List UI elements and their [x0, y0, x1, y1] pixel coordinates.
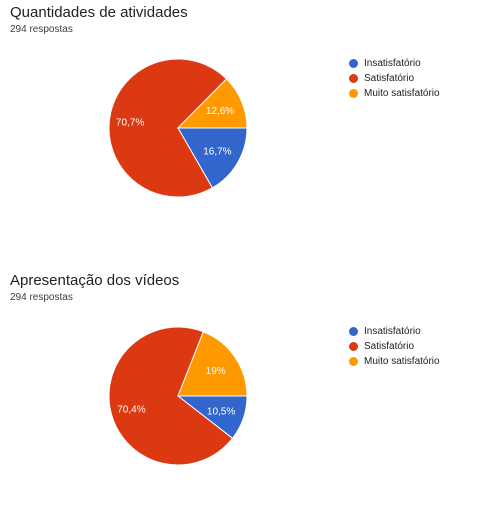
- pie-label-insatisfatorio: 16,7%: [203, 146, 231, 157]
- chart-subtitle: 294 respostas: [10, 292, 73, 303]
- legend: Insatisfatório Satisfatório Muito satisf…: [349, 56, 440, 101]
- pie-slice-insatisfatorio[interactable]: [177, 127, 248, 189]
- legend-swatch: [349, 357, 358, 366]
- legend-label: Muito satisfatório: [364, 356, 440, 367]
- pie-label-muito-satisfatorio: 12,6%: [206, 106, 234, 117]
- chart-title: Quantidades de atividades: [10, 4, 188, 21]
- pie-label-satisfatorio: 70,4%: [117, 404, 145, 415]
- pie-slice-muito-satisfatorio[interactable]: [176, 78, 248, 129]
- legend-swatch: [349, 74, 358, 83]
- pie-slice-satisfatorio[interactable]: [108, 58, 228, 198]
- chart-title: Apresentação dos vídeos: [10, 272, 180, 289]
- legend-label: Satisfatório: [364, 341, 415, 352]
- legend-label: Satisfatório: [364, 73, 415, 84]
- chart-quantidades: 16,7% 70,7% 12,6% Quantidades de atividade…: [0, 0, 503, 246]
- pie-slice-satisfatorio[interactable]: [108, 326, 234, 466]
- legend-item-satisfatorio[interactable]: Satisfatório: [349, 71, 440, 86]
- pie-label-muito-satisfatorio: 19%: [206, 366, 226, 377]
- pie-label-insatisfatorio: 10,5%: [207, 406, 235, 417]
- legend: Insatisfatório Satisfatório Muito satisf…: [349, 324, 440, 369]
- legend-label: Insatisfatório: [364, 58, 421, 69]
- legend-swatch: [349, 327, 358, 336]
- pie-chart-1: 10,5% 70,4% 19%: [108, 326, 248, 466]
- chart-subtitle: 294 respostas: [10, 24, 73, 35]
- chart-apresentacao: 10,5% 70,4% 19% Apresentação dos vídeos 29…: [0, 268, 503, 514]
- legend-swatch: [349, 342, 358, 351]
- pie-chart-0: 16,7% 70,7% 12,6%: [108, 58, 248, 198]
- legend-label: Insatisfatório: [364, 326, 421, 337]
- legend-swatch: [349, 89, 358, 98]
- legend-item-satisfatorio[interactable]: Satisfatório: [349, 339, 440, 354]
- legend-item-insatisfatorio[interactable]: Insatisfatório: [349, 324, 440, 339]
- pie-label-satisfatorio: 70,7%: [116, 117, 144, 128]
- legend-item-insatisfatorio[interactable]: Insatisfatório: [349, 56, 440, 71]
- legend-item-muito-satisfatorio[interactable]: Muito satisfatório: [349, 86, 440, 101]
- pie-slice-muito-satisfatorio[interactable]: [177, 331, 248, 397]
- legend-item-muito-satisfatorio[interactable]: Muito satisfatório: [349, 354, 440, 369]
- legend-label: Muito satisfatório: [364, 88, 440, 99]
- legend-swatch: [349, 59, 358, 68]
